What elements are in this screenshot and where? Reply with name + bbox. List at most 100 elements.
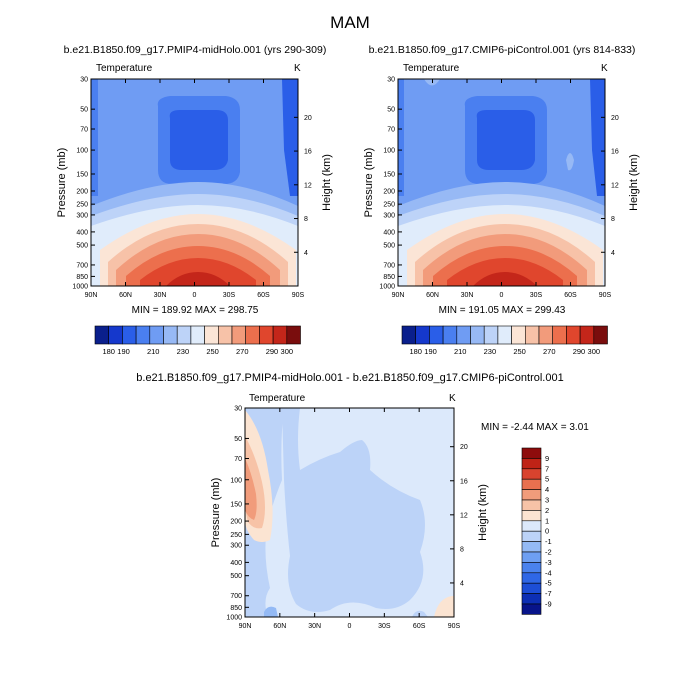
strat-edge-left	[91, 79, 98, 196]
y-tick-label: 50	[80, 107, 88, 114]
x-tick-label: 90S	[292, 292, 305, 299]
y-tick-label: 30	[80, 77, 88, 84]
y-tick-label: 850	[383, 274, 395, 281]
band-190-200	[476, 110, 535, 170]
y-tick-label: 250	[383, 202, 395, 209]
colorbar-label: 210	[147, 347, 160, 356]
colorbar-label: 210	[454, 347, 467, 356]
colorbar-swatch	[94, 325, 109, 345]
colorbar-swatch	[108, 325, 123, 345]
colorbar-swatch	[566, 325, 581, 345]
strat-edge-right	[282, 79, 298, 196]
colorbar-label: 2	[545, 506, 549, 515]
y-tick-label: 50	[387, 107, 395, 114]
y-tick-label: 200	[230, 519, 242, 526]
colorbar-label: 7	[545, 464, 549, 473]
colorbar-label: 270	[236, 347, 249, 356]
colorbar-swatch	[521, 489, 542, 501]
colorbar-swatch	[521, 562, 542, 574]
colorbar-label: 3	[545, 496, 549, 505]
colorbar-label: 300	[281, 347, 294, 356]
y2-axis-title: Height (km)	[321, 154, 333, 211]
band-2-3	[245, 458, 257, 520]
panel-left-title: b.e21.B1850.f09_g17.PMIP4-midHolo.001 (y…	[64, 44, 327, 56]
x-tick-label: 30S	[378, 623, 391, 630]
colorbar-label: -7	[545, 589, 552, 598]
y-axis-title: Pressure (mb)	[363, 148, 375, 218]
colorbar-swatch	[135, 325, 151, 345]
colorbar-label: 5	[545, 475, 549, 484]
x-tick-label: 30N	[154, 292, 167, 299]
y-tick-label: 70	[387, 127, 395, 134]
panel-right-units-label: K	[601, 63, 608, 74]
colorbar-label: -2	[545, 548, 552, 557]
colorbar-swatch	[429, 325, 444, 345]
y-tick-label: 1000	[379, 284, 395, 291]
panel-right-colorbar: 180 190 210 230 250 270 290 300	[401, 325, 608, 356]
colorbar-swatch	[245, 325, 260, 345]
x-tick-label: 60S	[564, 292, 577, 299]
colorbar-swatch	[272, 325, 288, 345]
panel-right-axes: 90N 60N 30N 0 30S 60S 90S 30 50 70 100 150 200 250 300…	[363, 77, 640, 300]
colorbar-swatch	[552, 325, 567, 345]
x-tick-label: 30N	[461, 292, 474, 299]
y-tick-label: 30	[234, 406, 242, 413]
panel-difference-variable-label: Temperature	[249, 393, 306, 404]
colorbar-label: 1	[545, 516, 549, 525]
band-190-200	[169, 110, 228, 170]
colorbar-swatch	[149, 325, 164, 345]
panel-left-minmax: MIN = 189.92 MAX = 298.75	[132, 305, 259, 316]
colorbar-swatch	[521, 478, 542, 490]
x-tick-label: 30N	[308, 623, 321, 630]
x-tick-label: 30S	[530, 292, 543, 299]
x-tick-label: 60N	[119, 292, 132, 299]
panel-difference-contour-field	[245, 408, 454, 617]
x-tick-label: 0	[348, 623, 352, 630]
y-tick-label: 300	[76, 212, 88, 219]
x-tick-label: 60S	[257, 292, 270, 299]
colorbar-label: -4	[545, 568, 552, 577]
y-tick-label: 250	[230, 532, 242, 539]
colorbar-swatch	[163, 325, 178, 345]
colorbar-swatch	[521, 572, 542, 584]
colorbar-swatch	[259, 325, 274, 345]
colorbar-swatch	[521, 499, 542, 511]
band-neg1-lobe	[282, 408, 425, 612]
y-tick-label: 400	[383, 229, 395, 236]
y2-axis-title: Height (km)	[477, 484, 489, 541]
y-tick-label: 850	[230, 605, 242, 612]
colorbar-label: 4	[545, 485, 549, 494]
colorbar-swatch	[497, 325, 512, 345]
y-tick-label: 700	[230, 593, 242, 600]
panel-left: b.e21.B1850.f09_g17.PMIP4-midHolo.001 (y…	[56, 44, 333, 356]
panel-left-colorbar: 180 190 210 230 250 270 290 300	[94, 325, 301, 356]
colorbar-swatch	[521, 582, 542, 594]
colorbar-swatch	[521, 530, 542, 542]
colorbar-swatch	[521, 551, 542, 563]
y-tick-label: 150	[230, 501, 242, 508]
panel-difference-colorbar: 97 54 321 0-1 -2-3-4 -5-7 -9	[521, 447, 552, 615]
y-tick-label: 500	[76, 243, 88, 250]
y2-tick-label: 20	[611, 115, 619, 122]
panel-right-variable-label: Temperature	[403, 63, 460, 74]
y-tick-label: 700	[383, 262, 395, 269]
band-gt300	[473, 272, 537, 286]
colorbar-swatch	[521, 468, 542, 480]
y-tick-label: 150	[383, 172, 395, 179]
strat-edge-right	[590, 79, 605, 196]
panel-difference: b.e21.B1850.f09_g17.PMIP4-midHolo.001 - …	[136, 372, 589, 630]
colorbar-swatch	[521, 510, 542, 522]
y-tick-label: 30	[387, 77, 395, 84]
patch-lower-left-neg	[264, 606, 278, 617]
colorbar-swatch	[204, 325, 219, 345]
y-tick-label: 300	[383, 212, 395, 219]
colorbar-label: 290	[573, 347, 586, 356]
colorbar-swatch	[456, 325, 471, 345]
y2-tick-label: 16	[611, 149, 619, 156]
panel-difference-minmax: MIN = -2.44 MAX = 3.01	[481, 422, 589, 433]
colorbar-swatch	[593, 325, 608, 345]
patch-lower-right	[434, 596, 454, 617]
y2-tick-label: 20	[460, 444, 468, 451]
panel-right: b.e21.B1850.f09_g17.CMIP6-piControl.001 …	[363, 44, 640, 356]
patch-lower-right-neg	[412, 610, 428, 617]
